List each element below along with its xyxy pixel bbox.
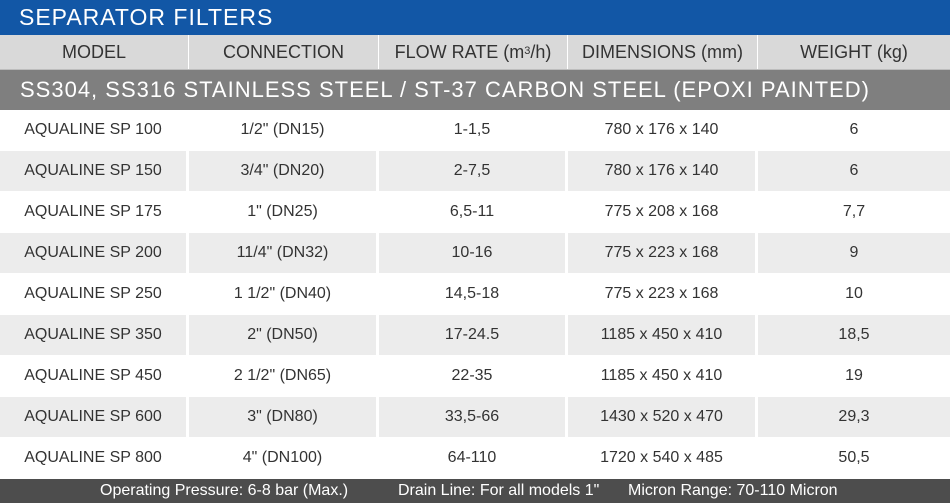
cell-dimensions: 775 x 208 x 168 [568, 192, 758, 232]
cell-dimensions: 780 x 176 x 140 [568, 151, 758, 191]
cell-connection: 11/4" (DN32) [189, 233, 379, 273]
cell-weight: 50,5 [838, 449, 870, 466]
cell-model: AQUALINE SP 100 [0, 110, 189, 150]
table-row: AQUALINE SP 150 3/4" (DN20) 2-7,5 780 x … [0, 151, 950, 192]
cell-flow-rate: 6,5-11 [379, 192, 568, 232]
cell-flow-rate: 10-16 [379, 233, 568, 273]
cell-weight: 7,7 [842, 203, 866, 220]
column-header-dimensions: DIMENSIONS (mm) [568, 35, 758, 69]
column-header-flow-rate: FLOW RATE (m 3/h) [379, 35, 568, 69]
table-row: AQUALINE SP 200 11/4" (DN32) 10-16 775 x… [0, 233, 950, 274]
cell-flow-rate: 2-7,5 [379, 151, 568, 191]
cell-connection: 1/2" (DN15) [189, 110, 379, 150]
cell-connection: 2" (DN50) [189, 315, 379, 355]
cell-flow-rate: 64-110 [379, 438, 568, 478]
cell-model: AQUALINE SP 800 [0, 438, 189, 478]
material-section-heading: SS304, SS316 STAINLESS STEEL / ST-37 CAR… [0, 70, 950, 110]
table-body: AQUALINE SP 100 1/2" (DN15) 1-1,5 780 x … [0, 110, 950, 479]
micron-range-note: Micron Range: 70-110 Micron [628, 482, 838, 499]
table-row: AQUALINE SP 600 3" (DN80) 33,5-66 1430 x… [0, 397, 950, 438]
cell-dimensions: 775 x 223 x 168 [568, 274, 758, 314]
cell-flow-rate: 1-1,5 [379, 110, 568, 150]
cell-weight: 29,3 [838, 408, 870, 425]
cell-weight: 19 [845, 367, 863, 384]
table-row: AQUALINE SP 100 1/2" (DN15) 1-1,5 780 x … [0, 110, 950, 151]
cell-dimensions: 1185 x 450 x 410 [568, 315, 758, 355]
cell-connection: 3/4" (DN20) [189, 151, 379, 191]
cell-model: AQUALINE SP 175 [0, 192, 189, 232]
cell-dimensions: 780 x 176 x 140 [568, 110, 758, 150]
cell-flow-rate: 17-24.5 [379, 315, 568, 355]
column-header-weight: WEIGHT (kg) [800, 41, 908, 62]
column-header-row: MODEL CONNECTION FLOW RATE (m 3/h) DIMENS… [0, 35, 950, 70]
table-row: AQUALINE SP 175 1" (DN25) 6,5-11 775 x 2… [0, 192, 950, 233]
column-header-connection: CONNECTION [189, 35, 379, 69]
cell-weight: 9 [849, 244, 859, 261]
cell-flow-rate: 33,5-66 [379, 397, 568, 437]
cell-dimensions: 1720 x 540 x 485 [568, 438, 758, 478]
cell-dimensions: 1185 x 450 x 410 [568, 356, 758, 396]
cell-weight: 6 [849, 162, 859, 179]
column-header-model: MODEL [0, 35, 189, 69]
table-row: AQUALINE SP 800 4" (DN100) 64-110 1720 x… [0, 438, 950, 479]
cell-model: AQUALINE SP 600 [0, 397, 189, 437]
cell-model: AQUALINE SP 200 [0, 233, 189, 273]
drain-line-note: Drain Line: For all models 1" [398, 482, 600, 499]
cell-weight: 6 [849, 121, 859, 138]
operating-pressure-note: Operating Pressure: 6-8 bar (Max.) [100, 482, 349, 499]
cell-flow-rate: 14,5-18 [379, 274, 568, 314]
cell-dimensions: 775 x 223 x 168 [568, 233, 758, 273]
cell-model: AQUALINE SP 150 [0, 151, 189, 191]
specs-footer: Operating Pressure: 6-8 bar (Max.) Drain… [0, 479, 950, 503]
cell-flow-rate: 22-35 [379, 356, 568, 396]
cell-model: AQUALINE SP 350 [0, 315, 189, 355]
table-row: AQUALINE SP 350 2" (DN50) 17-24.5 1185 x… [0, 315, 950, 356]
cell-model: AQUALINE SP 250 [0, 274, 189, 314]
cell-connection: 3" (DN80) [189, 397, 379, 437]
flow-rate-unit: /h) [530, 41, 552, 62]
cell-connection: 4" (DN100) [189, 438, 379, 478]
cell-connection: 1" (DN25) [189, 192, 379, 232]
flow-rate-label: FLOW RATE (m [394, 41, 525, 62]
cell-model: AQUALINE SP 450 [0, 356, 189, 396]
cell-weight: 10 [845, 285, 863, 302]
table-title: SEPARATOR FILTERS [0, 0, 950, 35]
table-row: AQUALINE SP 250 1 1/2" (DN40) 14,5-18 77… [0, 274, 950, 315]
cell-dimensions: 1430 x 520 x 470 [568, 397, 758, 437]
cell-weight: 18,5 [838, 326, 870, 343]
cell-connection: 2 1/2" (DN65) [189, 356, 379, 396]
cell-connection: 1 1/2" (DN40) [189, 274, 379, 314]
table-row: AQUALINE SP 450 2 1/2" (DN65) 22-35 1185… [0, 356, 950, 397]
